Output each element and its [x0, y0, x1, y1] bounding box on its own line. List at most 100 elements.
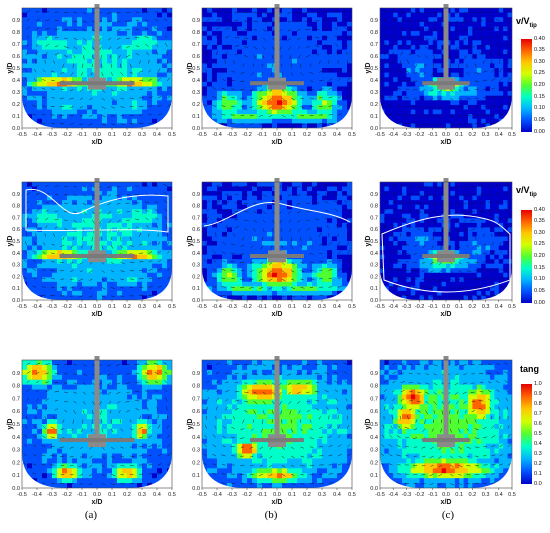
- y-axis-label: y/D: [187, 63, 194, 74]
- contour-cell: [162, 68, 168, 74]
- contour-cell: [242, 227, 248, 233]
- contour-cell: [307, 44, 313, 50]
- vector-arrow: [466, 114, 472, 117]
- contour-cell: [162, 218, 168, 224]
- contour-cell: [147, 227, 153, 233]
- contour-cell: [257, 91, 263, 97]
- vector-arrow: [45, 51, 48, 56]
- contour-cell: [393, 81, 398, 87]
- contour-cell: [424, 35, 429, 41]
- contour-cell: [82, 49, 88, 55]
- contour-cell: [332, 218, 338, 224]
- contour-cell: [67, 31, 73, 37]
- contour-cell: [476, 17, 482, 23]
- contour-cell: [302, 281, 308, 287]
- contour-cell: [494, 81, 500, 87]
- contour-cell: [22, 195, 28, 201]
- contour-cell: [432, 26, 438, 32]
- contour-cell: [147, 72, 153, 78]
- contour-cell: [432, 86, 438, 92]
- contour-cell: [42, 49, 48, 55]
- vector-arrow: [337, 78, 341, 82]
- contour-cell: [97, 58, 103, 64]
- contour-cell: [380, 91, 385, 97]
- contour-cell: [142, 295, 148, 300]
- contour-cell: [152, 21, 158, 27]
- contour-cell: [463, 12, 469, 18]
- contour-cell: [302, 63, 308, 69]
- contour-cell: [87, 245, 93, 251]
- contour-cell: [202, 12, 208, 18]
- contour-cell: [485, 109, 491, 115]
- contour-cell: [82, 268, 88, 274]
- contour-cell: [202, 35, 208, 41]
- contour-cell: [332, 21, 338, 27]
- contour-cell: [459, 77, 464, 83]
- contour-cell: [347, 95, 352, 101]
- contour-cell: [22, 209, 28, 215]
- contour-cell: [27, 91, 33, 97]
- y-tick-label: 0.6: [12, 227, 20, 233]
- contour-cell: [393, 8, 398, 14]
- contour-cell: [347, 68, 352, 74]
- contour-cell: [297, 268, 303, 274]
- contour-cell: [167, 236, 172, 242]
- contour-cell: [402, 44, 407, 50]
- contour-cell: [267, 268, 273, 274]
- vector-arrow: [32, 250, 37, 254]
- contour-cell: [402, 114, 407, 120]
- contour-cell: [202, 231, 208, 237]
- contour-cell: [322, 21, 328, 27]
- contour-cell: [222, 95, 228, 101]
- contour-cell: [92, 263, 98, 269]
- vector-arrow: [157, 250, 161, 254]
- vector-arrow: [305, 54, 310, 58]
- contour-cell: [57, 227, 63, 233]
- contour-cell: [142, 81, 148, 87]
- contour-cell: [337, 91, 343, 97]
- contour-cell: [459, 8, 464, 14]
- contour-cell: [327, 245, 333, 251]
- contour-cell: [292, 118, 298, 124]
- contour-cell: [102, 63, 108, 69]
- contour-cell: [232, 290, 238, 296]
- contour-cell: [257, 68, 263, 74]
- contour-cell: [47, 231, 53, 237]
- contour-cell: [441, 109, 447, 115]
- contour-cell: [32, 245, 38, 251]
- vector-arrow: [163, 200, 168, 204]
- contour-cell: [162, 12, 168, 18]
- contour-cell: [22, 241, 28, 246]
- vector-arrow: [157, 68, 161, 73]
- contour-cell: [87, 35, 93, 41]
- vector-arrow: [41, 114, 46, 116]
- vector-arrow: [101, 106, 106, 110]
- contour-cell: [122, 191, 128, 197]
- contour-cell: [117, 44, 123, 50]
- contour-cell: [252, 245, 258, 251]
- contour-cell: [302, 81, 308, 87]
- vector-arrow: [203, 276, 207, 280]
- vector-arrow: [206, 10, 211, 13]
- contour-cell: [152, 286, 158, 292]
- contour-cell: [62, 191, 68, 197]
- vector-arrow: [148, 242, 152, 246]
- contour-cell: [307, 254, 313, 260]
- contour-cell: [322, 72, 328, 78]
- contour-cell: [312, 31, 318, 37]
- contour-cell: [227, 58, 233, 64]
- contour-cell: [212, 195, 218, 201]
- contour-cell: [147, 272, 153, 278]
- vector-arrow: [212, 268, 217, 271]
- vector-arrow: [430, 97, 434, 100]
- contour-cell: [167, 268, 172, 274]
- contour-cell: [282, 44, 288, 50]
- contour-cell: [450, 72, 456, 78]
- contour-cell: [342, 26, 348, 32]
- contour-cell: [232, 277, 238, 283]
- vector-arrow: [135, 210, 140, 212]
- contour-cell: [481, 68, 486, 74]
- contour-cell: [498, 77, 504, 83]
- vector-arrow: [449, 97, 454, 101]
- contour-field: [22, 8, 172, 128]
